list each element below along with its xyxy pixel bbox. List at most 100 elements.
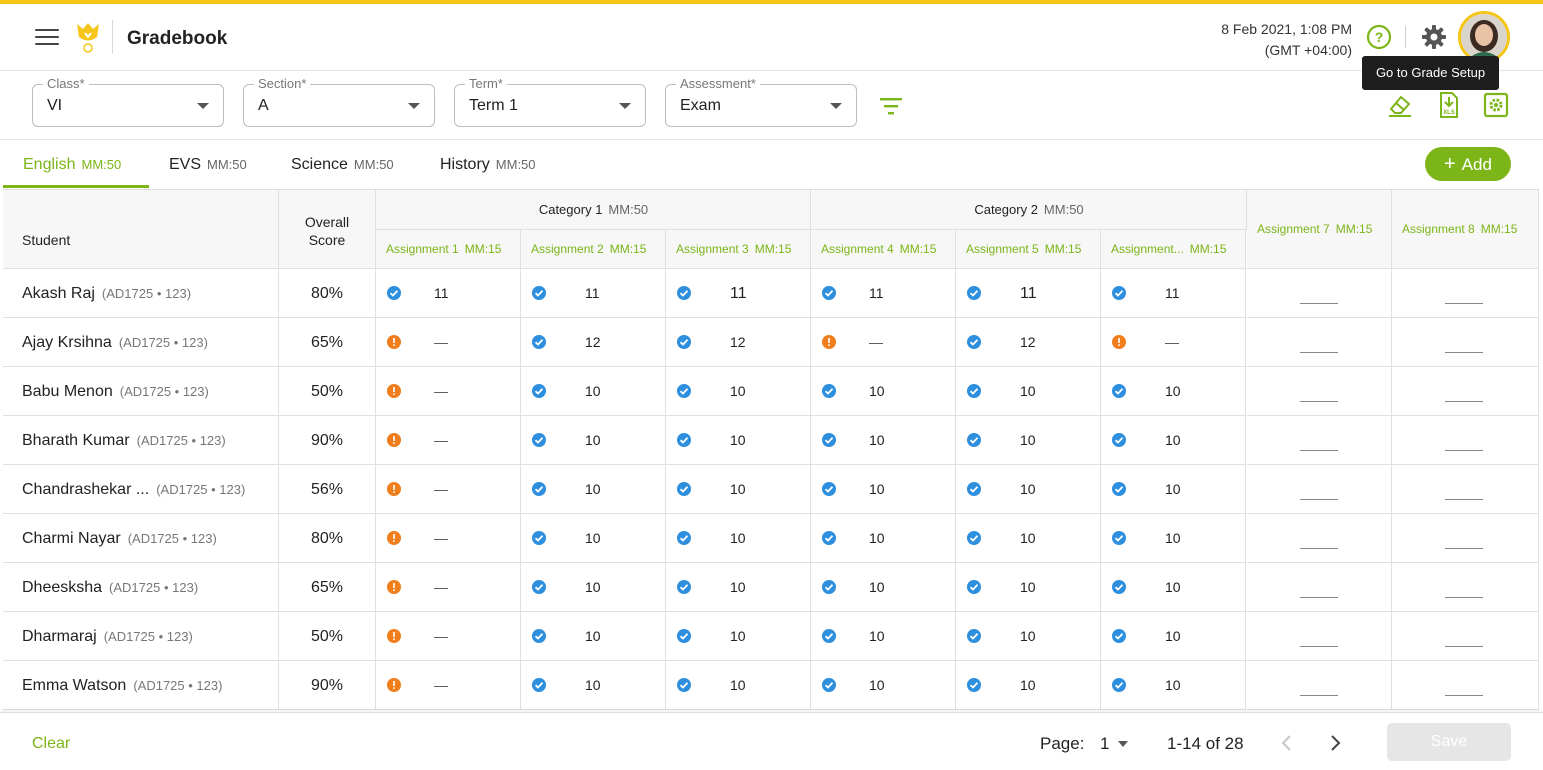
- empty-mark-input[interactable]: [1445, 695, 1483, 696]
- mark-cell[interactable]: 10: [666, 563, 811, 612]
- mark-cell[interactable]: [1247, 465, 1392, 514]
- mark-cell[interactable]: 10: [521, 563, 666, 612]
- class-select[interactable]: Class* VI: [32, 76, 224, 127]
- mark-cell[interactable]: 11: [666, 269, 811, 318]
- mark-cell[interactable]: [1392, 367, 1539, 416]
- empty-mark-input[interactable]: [1445, 450, 1483, 451]
- empty-mark-input[interactable]: [1300, 352, 1338, 353]
- term-select[interactable]: Term* Term 1: [454, 76, 646, 127]
- mark-cell[interactable]: 10: [666, 416, 811, 465]
- prev-page-icon[interactable]: [1278, 733, 1296, 753]
- empty-mark-input[interactable]: [1300, 303, 1338, 304]
- mark-cell[interactable]: 10: [956, 661, 1101, 710]
- mark-cell[interactable]: —: [811, 318, 956, 367]
- tab-english[interactable]: English MM:50: [23, 156, 121, 174]
- empty-mark-input[interactable]: [1445, 646, 1483, 647]
- mark-cell[interactable]: 11: [811, 269, 956, 318]
- mark-cell[interactable]: —: [1101, 318, 1246, 367]
- save-button[interactable]: Save: [1387, 723, 1511, 761]
- mark-cell[interactable]: 10: [521, 514, 666, 563]
- assignment-header[interactable]: Assignment 5 MM:15: [956, 230, 1101, 269]
- clear-button[interactable]: Clear: [32, 735, 71, 752]
- mark-cell[interactable]: 10: [521, 416, 666, 465]
- empty-mark-input[interactable]: [1300, 695, 1338, 696]
- empty-mark-input[interactable]: [1300, 401, 1338, 402]
- mark-cell[interactable]: 10: [811, 514, 956, 563]
- tab-science[interactable]: Science MM:50: [291, 156, 394, 174]
- add-button[interactable]: + Add: [1425, 147, 1511, 181]
- mark-cell[interactable]: 10: [811, 416, 956, 465]
- empty-mark-input[interactable]: [1445, 352, 1483, 353]
- mark-cell[interactable]: —: [376, 563, 521, 612]
- mark-cell[interactable]: 11: [1101, 269, 1246, 318]
- mark-cell[interactable]: [1392, 514, 1539, 563]
- mark-cell[interactable]: 10: [666, 465, 811, 514]
- tab-history[interactable]: History MM:50: [440, 156, 536, 174]
- assignment-header[interactable]: Assignment 8 MM:15: [1392, 190, 1539, 269]
- empty-mark-input[interactable]: [1445, 597, 1483, 598]
- mark-cell[interactable]: [1247, 563, 1392, 612]
- mark-cell[interactable]: [1247, 612, 1392, 661]
- mark-cell[interactable]: [1392, 318, 1539, 367]
- hamburger-menu-icon[interactable]: [35, 29, 59, 47]
- filter-icon[interactable]: [879, 96, 903, 116]
- mark-cell[interactable]: 10: [811, 367, 956, 416]
- empty-mark-input[interactable]: [1300, 646, 1338, 647]
- mark-cell[interactable]: [1247, 318, 1392, 367]
- empty-mark-input[interactable]: [1445, 303, 1483, 304]
- eraser-icon[interactable]: [1387, 92, 1413, 118]
- mark-cell[interactable]: 10: [521, 612, 666, 661]
- empty-mark-input[interactable]: [1300, 499, 1338, 500]
- mark-cell[interactable]: 10: [666, 612, 811, 661]
- mark-cell[interactable]: [1392, 269, 1539, 318]
- mark-cell[interactable]: 10: [956, 514, 1101, 563]
- mark-cell[interactable]: [1247, 269, 1392, 318]
- empty-mark-input[interactable]: [1300, 548, 1338, 549]
- mark-cell[interactable]: 10: [956, 563, 1101, 612]
- mark-cell[interactable]: —: [376, 367, 521, 416]
- mark-cell[interactable]: [1392, 416, 1539, 465]
- mark-cell[interactable]: 12: [956, 318, 1101, 367]
- mark-cell[interactable]: 10: [1101, 465, 1246, 514]
- assignment-header[interactable]: Assignment 1 MM:15: [376, 230, 521, 269]
- help-icon[interactable]: ?: [1366, 24, 1392, 50]
- assignment-header[interactable]: Assignment 7 MM:15: [1247, 190, 1392, 269]
- assignment-header[interactable]: Assignment 2 MM:15: [521, 230, 666, 269]
- mark-cell[interactable]: 10: [956, 367, 1101, 416]
- mark-cell[interactable]: 12: [666, 318, 811, 367]
- mark-cell[interactable]: [1392, 661, 1539, 710]
- grade-setup-icon[interactable]: [1483, 92, 1509, 118]
- mark-cell[interactable]: [1392, 563, 1539, 612]
- mark-cell[interactable]: —: [376, 465, 521, 514]
- mark-cell[interactable]: 10: [1101, 514, 1246, 563]
- page-select[interactable]: 1: [1100, 734, 1110, 753]
- mark-cell[interactable]: [1392, 465, 1539, 514]
- mark-cell[interactable]: 10: [1101, 612, 1246, 661]
- mark-cell[interactable]: 10: [811, 612, 956, 661]
- tab-evs[interactable]: EVS MM:50: [169, 156, 247, 174]
- mark-cell[interactable]: 10: [956, 612, 1101, 661]
- mark-cell[interactable]: —: [376, 514, 521, 563]
- mark-cell[interactable]: 11: [956, 269, 1101, 318]
- chevron-down-icon[interactable]: [1118, 741, 1128, 747]
- mark-cell[interactable]: [1247, 416, 1392, 465]
- next-page-icon[interactable]: [1326, 733, 1344, 753]
- mark-cell[interactable]: 10: [521, 661, 666, 710]
- mark-cell[interactable]: 10: [956, 465, 1101, 514]
- mark-cell[interactable]: 10: [666, 367, 811, 416]
- mark-cell[interactable]: 10: [666, 514, 811, 563]
- mark-cell[interactable]: 12: [521, 318, 666, 367]
- mark-cell[interactable]: 10: [811, 661, 956, 710]
- mark-cell[interactable]: 10: [1101, 416, 1246, 465]
- empty-mark-input[interactable]: [1300, 597, 1338, 598]
- mark-cell[interactable]: 10: [521, 367, 666, 416]
- section-select[interactable]: Section* A: [243, 76, 435, 127]
- mark-cell[interactable]: 10: [1101, 661, 1246, 710]
- mark-cell[interactable]: —: [376, 318, 521, 367]
- mark-cell[interactable]: —: [376, 612, 521, 661]
- mark-cell[interactable]: 10: [521, 465, 666, 514]
- mark-cell[interactable]: [1247, 514, 1392, 563]
- assignment-header[interactable]: Assignment 4 MM:15: [811, 230, 956, 269]
- mark-cell[interactable]: —: [376, 661, 521, 710]
- mark-cell[interactable]: 10: [956, 416, 1101, 465]
